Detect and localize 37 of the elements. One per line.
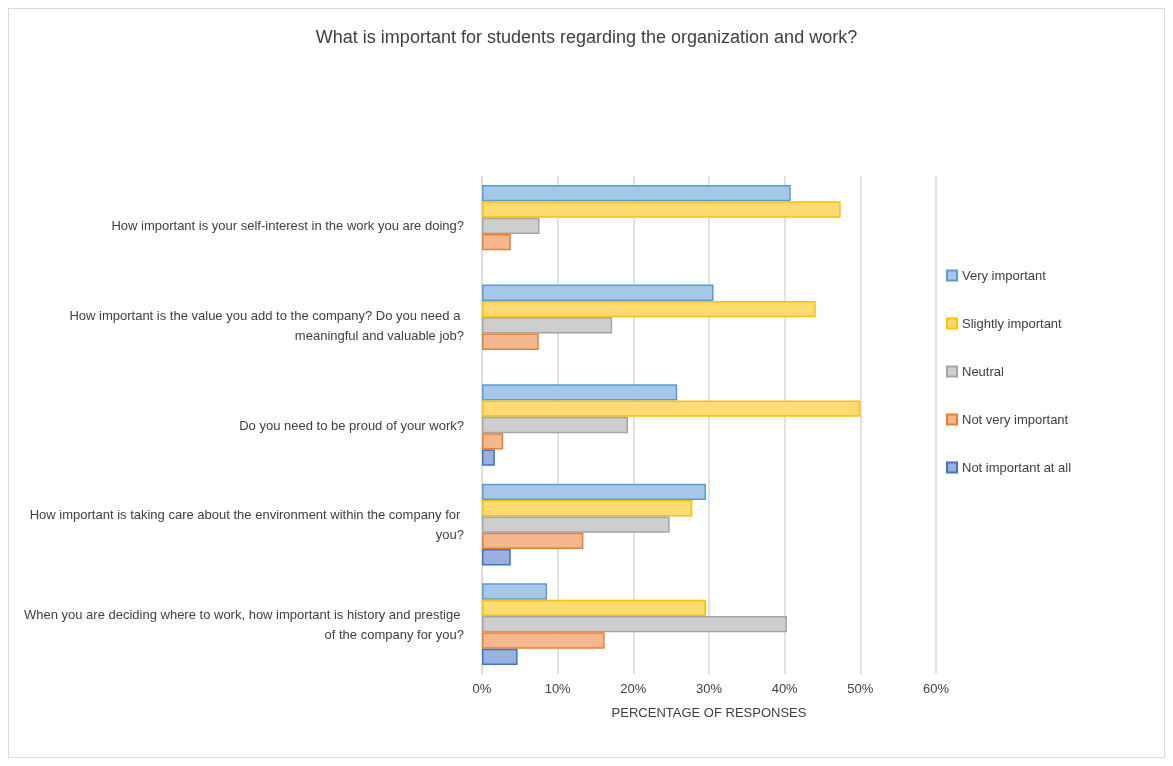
legend-label: Neutral: [962, 364, 1005, 379]
x-tick-label: 10%: [544, 681, 572, 696]
bar: [482, 449, 495, 466]
x-tick-label: 30%: [695, 681, 723, 696]
legend-label: Not very important: [962, 412, 1069, 427]
bar: [482, 184, 791, 202]
y-tick-label: When you are deciding where to work, how important is history and prestige of the company for you?: [23, 606, 464, 642]
bar: [482, 549, 511, 566]
bar: [482, 583, 548, 600]
x-axis-title: PERCENTAGE OF RESPONSES: [611, 705, 807, 720]
bar: [482, 632, 605, 649]
x-tick-label: 40%: [771, 681, 799, 696]
x-tick-label: 60%: [922, 681, 950, 696]
bar: [482, 483, 706, 501]
x-tick-label: 0%: [472, 681, 492, 696]
chart-title: What is important for students regarding the organization and work?: [315, 27, 858, 47]
bar: [482, 300, 816, 318]
bar: [482, 400, 861, 417]
y-tick-label: Do you need to be proud of your work?: [239, 417, 464, 433]
x-tick-label: 50%: [847, 681, 874, 696]
y-tick-label: How important is taking care about the environment within the company for you?: [29, 507, 464, 543]
bar: [482, 233, 511, 251]
legend-label: Not important at all: [962, 460, 1072, 475]
legend-label: Slightly important: [962, 316, 1063, 331]
x-tick-label: 20%: [620, 681, 647, 696]
legend-label: Very important: [962, 268, 1047, 283]
y-tick-label: How important is the value you add to the company? Do you need a meaningful and valuable job?: [69, 307, 464, 343]
bar: [482, 532, 584, 550]
bar: [482, 201, 841, 218]
bar: [482, 333, 539, 350]
bar: [482, 648, 518, 666]
bar: [482, 500, 693, 517]
bar: [482, 384, 678, 401]
y-tick-label: How important is your self-interest in the work you are doing?: [111, 218, 464, 234]
bar: [482, 284, 714, 301]
bar: [482, 433, 504, 450]
bar: [482, 599, 706, 617]
